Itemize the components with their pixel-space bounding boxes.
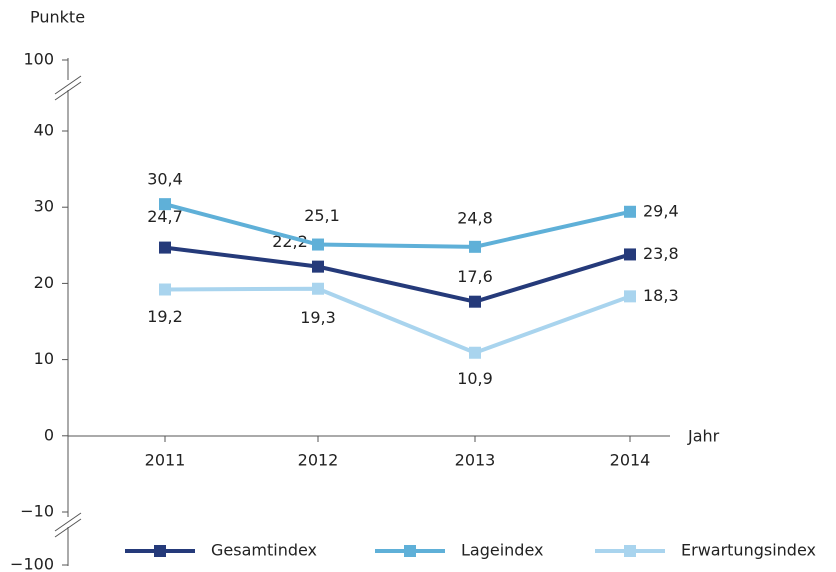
marker [312,260,324,273]
data-label: 25,1 [304,206,340,225]
x-axis-label: Jahr [687,427,720,446]
y-tick-label: 0 [44,425,54,444]
x-tick-label: 2011 [145,451,186,470]
legend-label: Gesamtindex [211,541,317,560]
y-tick-label: −100 [10,555,54,572]
data-label: 10,9 [457,369,493,388]
legend-label: Erwartungsindex [681,541,816,560]
data-label: 24,7 [147,207,183,226]
marker [624,205,636,218]
data-label: 18,3 [643,286,679,305]
legend-label: Lageindex [461,541,544,560]
marker [312,238,324,251]
marker [159,198,171,211]
data-label: 23,8 [643,244,679,263]
y-tick-label: 10 [34,349,54,368]
data-label: 19,3 [300,308,336,327]
axis-break [54,512,82,538]
y-tick-label: 30 [34,197,54,216]
series-line [164,202,631,249]
marker [159,283,171,296]
y-tick-label: −10 [20,502,54,521]
axis-break [54,75,82,101]
legend-marker [154,545,166,557]
legend-marker [624,545,636,557]
y-tick-label: 100 [23,50,54,69]
legend-marker [404,545,416,557]
x-tick-label: 2012 [298,451,339,470]
data-label: 19,2 [147,307,183,326]
data-label: 17,6 [457,267,493,286]
marker [624,290,636,303]
x-tick-label: 2014 [610,451,651,470]
x-tick-label: 2013 [455,451,496,470]
y-tick-label: 40 [34,121,54,140]
marker [469,346,481,359]
data-label: 29,4 [643,201,679,220]
data-label: 30,4 [147,170,183,189]
marker [624,248,636,261]
marker [469,240,481,253]
data-label: 24,8 [457,208,493,227]
y-axis-label: Punkte [30,8,85,27]
y-tick-label: 20 [34,273,54,292]
series-line [164,286,631,355]
data-label: 22,2 [272,232,308,251]
marker [469,295,481,308]
marker [159,241,171,254]
series-line [164,245,631,304]
marker [312,282,324,295]
